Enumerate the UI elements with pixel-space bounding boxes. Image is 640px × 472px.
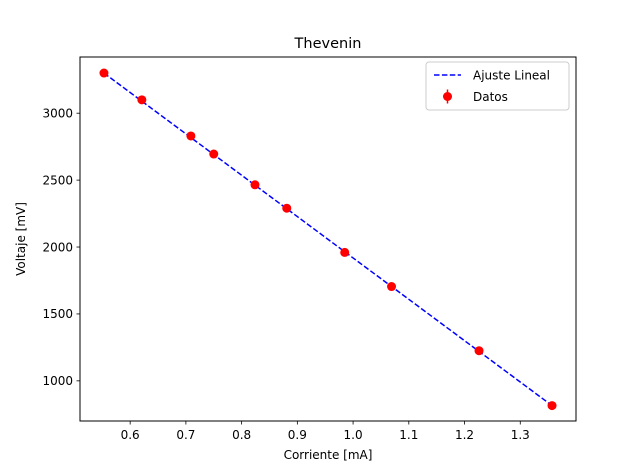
chart-title: Thevenin [294, 36, 362, 52]
x-tick-label: 1.3 [511, 428, 530, 442]
data-point [282, 203, 292, 213]
y-axis-ticks: 1000 1500 2000 2500 3000 [42, 107, 80, 388]
x-axis-title: Corriente [mA] [284, 448, 373, 462]
legend-box [425, 61, 570, 111]
fit-line [103, 72, 553, 407]
fit-line-layer [103, 72, 553, 407]
x-tick-label: 0.9 [288, 428, 307, 442]
y-tick-label: 3000 [42, 107, 73, 121]
legend-label-fit-line: Ajuste Lineal [473, 69, 550, 83]
x-tick-label: 1.1 [399, 428, 418, 442]
legend-swatch-datos [443, 92, 452, 101]
legend: Ajuste Lineal Datos [425, 61, 570, 111]
data-points-layer [99, 68, 557, 411]
y-tick-label: 1000 [42, 374, 73, 388]
data-point [387, 282, 397, 292]
x-tick-label: 0.8 [232, 428, 251, 442]
data-point [340, 247, 350, 257]
plot-frame [79, 56, 577, 422]
x-tick-label: 1.2 [455, 428, 474, 442]
data-point [474, 346, 484, 356]
y-tick-label: 1500 [42, 307, 73, 321]
y-axis-title: Voltaje [mV] [14, 202, 28, 276]
data-point [547, 401, 557, 411]
legend-label-datos: Datos [473, 90, 508, 104]
data-point [250, 180, 260, 190]
y-tick-label: 2000 [42, 240, 73, 254]
data-point [186, 131, 196, 141]
y-tick-label: 2500 [42, 173, 73, 187]
data-point [209, 149, 219, 159]
x-axis-ticks: 0.6 0.7 0.8 0.9 1.0 1.1 1.2 1.3 [121, 421, 530, 442]
x-tick-label: 1.0 [344, 428, 363, 442]
data-point [99, 68, 109, 78]
x-tick-label: 0.6 [121, 428, 140, 442]
data-point [137, 95, 147, 105]
x-tick-label: 0.7 [176, 428, 195, 442]
